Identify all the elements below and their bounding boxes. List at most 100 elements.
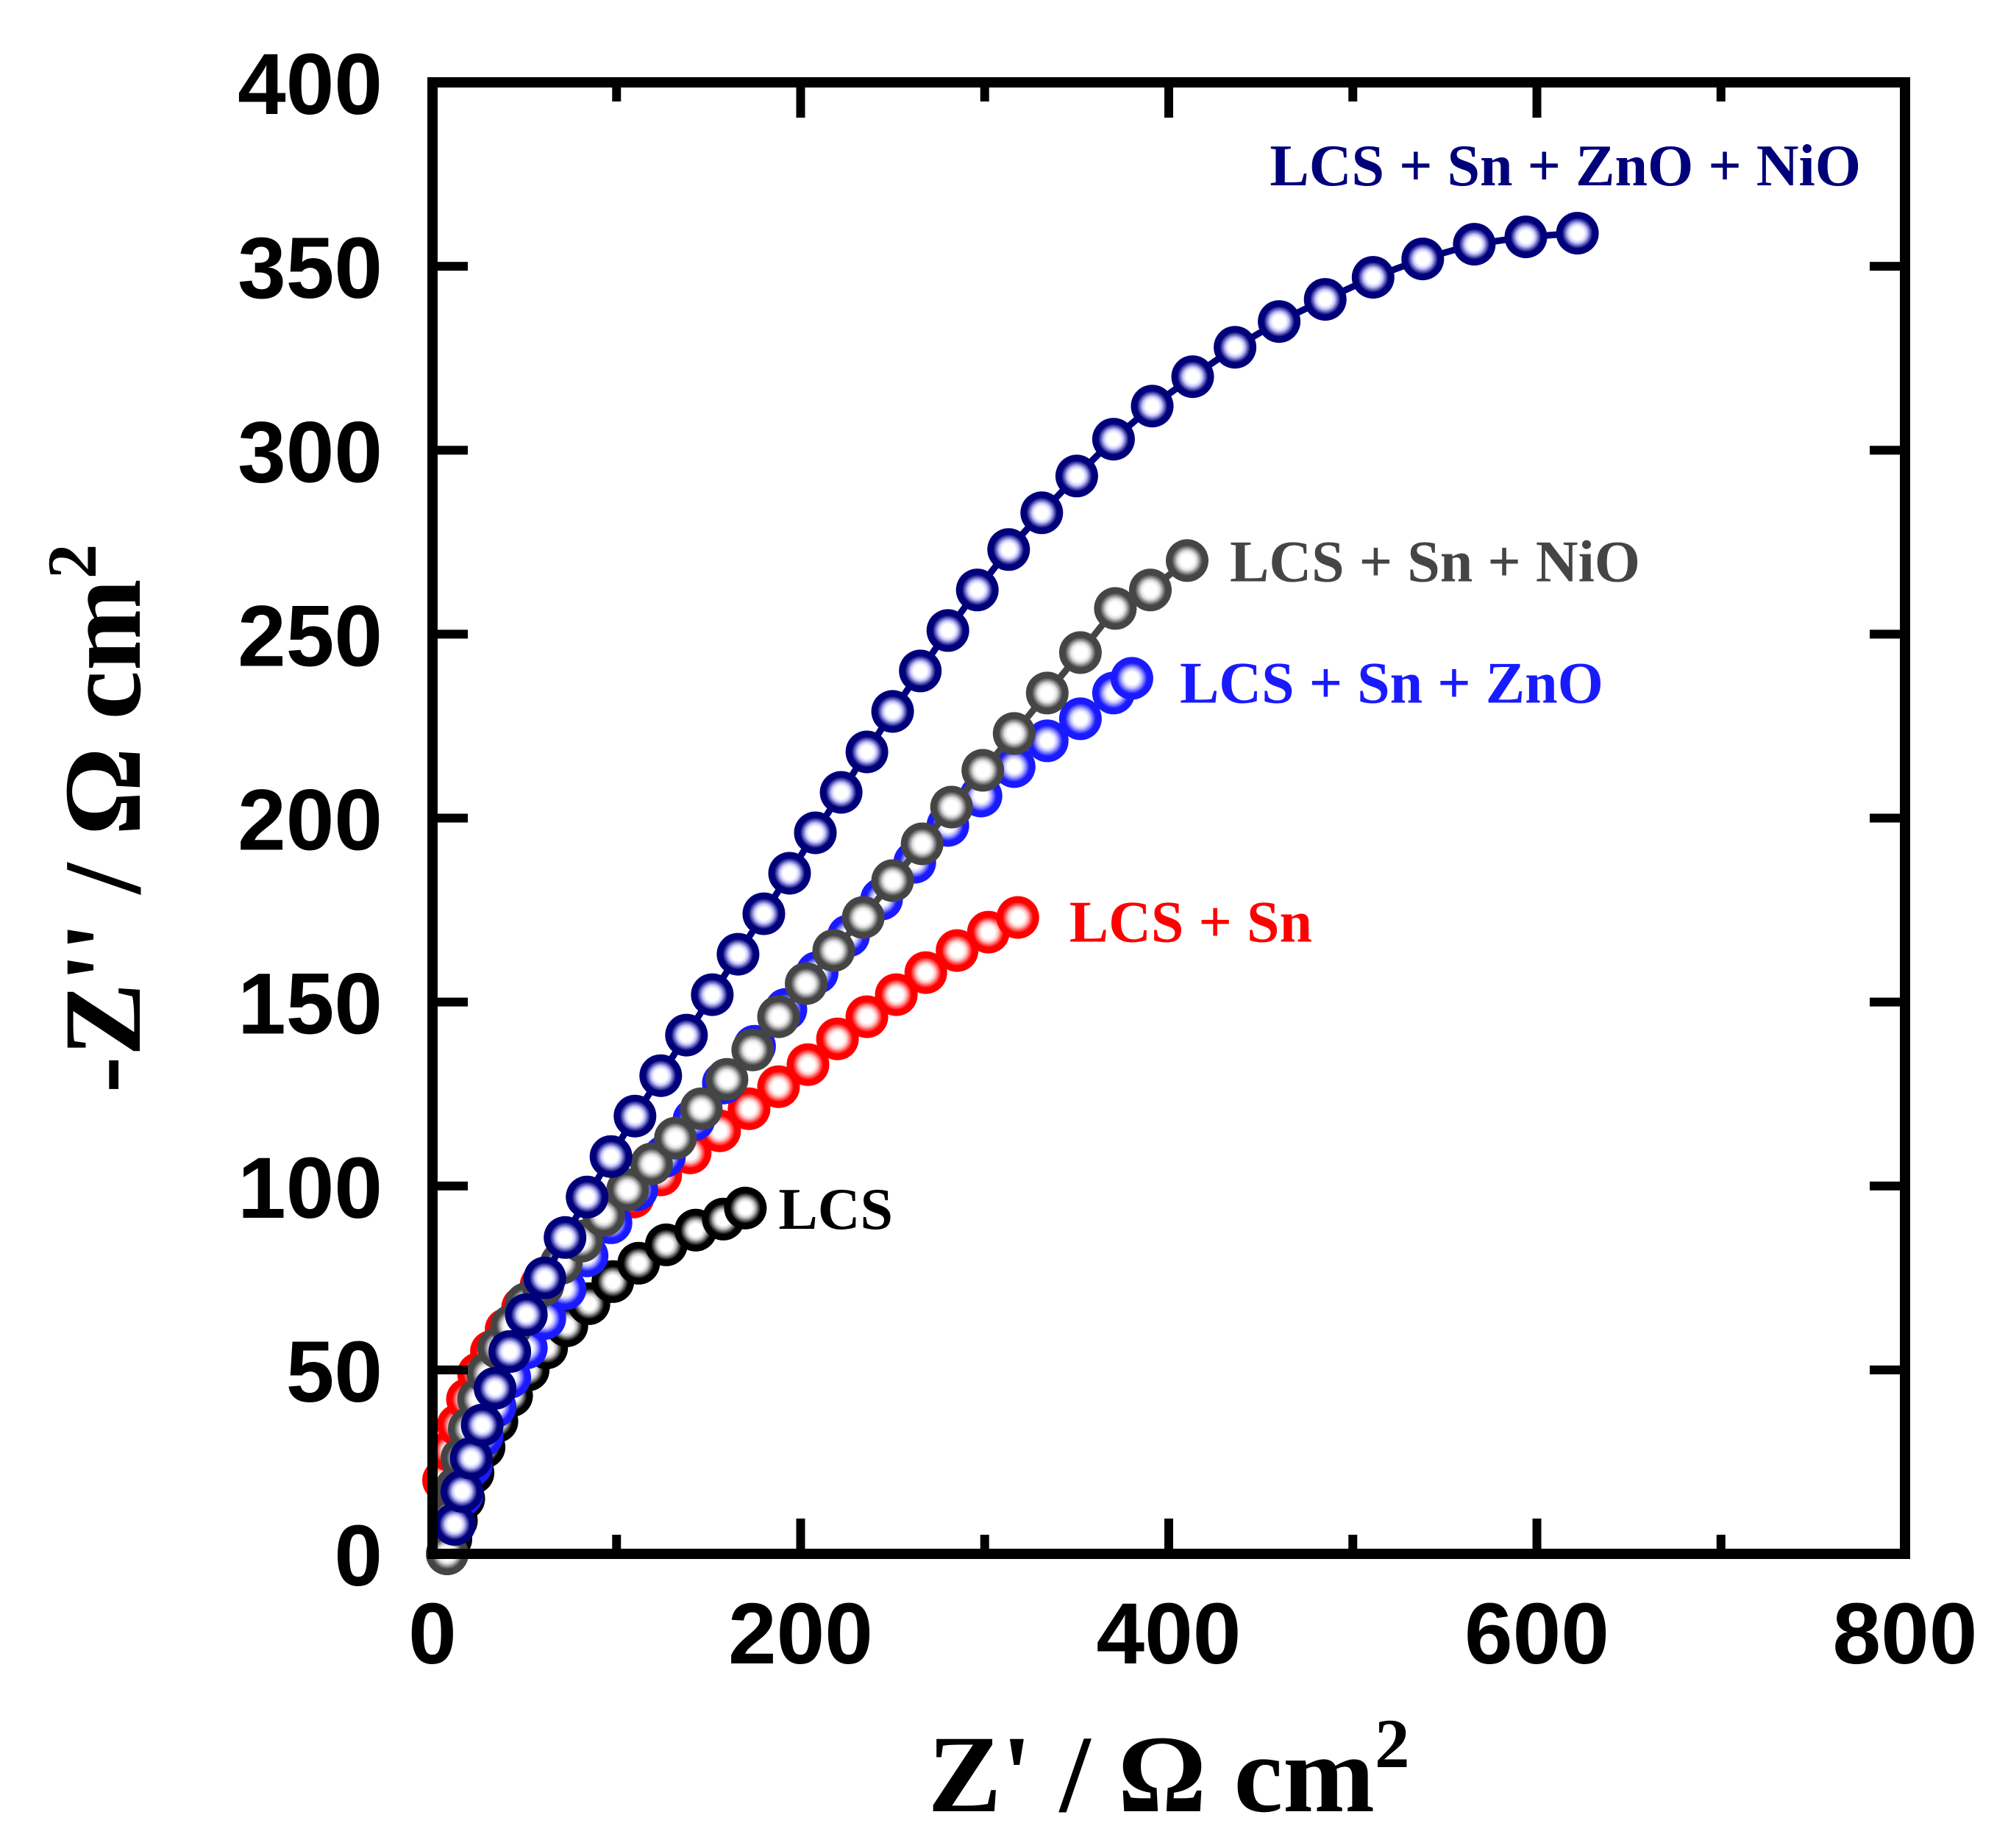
data-point-lcs xyxy=(724,1186,767,1230)
y-tick-label: 0 xyxy=(334,1508,382,1605)
series-label-lcs-sn: LCS + Sn xyxy=(1069,891,1312,955)
data-point-lcs-sn-zno-nio xyxy=(926,609,969,652)
data-point-lcs-sn-zno-nio xyxy=(955,568,999,612)
data-point-lcs-sn-zno-nio xyxy=(716,932,760,976)
data-point-lcs-sn xyxy=(996,896,1039,939)
data-point-lcs-sn-zno-nio xyxy=(845,730,889,774)
x-tick-label: 800 xyxy=(1833,1585,1978,1683)
data-point-lcs-sn-zno-nio xyxy=(1055,454,1098,498)
data-point-lcs-sn-zno-nio xyxy=(691,973,734,1016)
data-point-lcs-sn-nio xyxy=(654,1116,697,1160)
series-lcs-sn-zno-nio xyxy=(433,212,1599,1546)
data-point-lcs-sn-nio xyxy=(1094,587,1137,630)
data-point-lcs-sn-zno-nio xyxy=(613,1094,657,1138)
data-point-lcs-sn-zno-nio xyxy=(441,1470,483,1513)
data-point-lcs-sn-nio xyxy=(731,1028,775,1071)
data-point-lcs-sn xyxy=(816,1017,859,1060)
data-point-lcs-sn-nio xyxy=(961,749,1005,792)
data-point-lcs-sn-zno-nio xyxy=(1258,300,1301,343)
data-point-lcs-sn-zno-nio xyxy=(1020,491,1064,535)
data-point-lcs-sn-zno-nio xyxy=(433,1503,476,1546)
data-point-lcs-sn-zno-nio xyxy=(488,1330,532,1373)
data-point-lcs-sn-zno-nio xyxy=(987,528,1030,571)
data-point-lcs-sn-zno-nio xyxy=(1303,278,1347,321)
plot-frame xyxy=(427,77,1910,1559)
data-point-lcs-sn-zno-nio xyxy=(449,1436,493,1480)
data-point-lcs-sn xyxy=(757,1065,800,1108)
label-layer: 0 200 400 600 800 0 50 100 150 200 250 300 350 400 LCS… xyxy=(238,36,1977,1683)
data-point-lcs-sn-zno-nio xyxy=(871,690,914,733)
data-point-lcs-sn-nio xyxy=(1166,539,1208,582)
data-point-lcs-sn-zno-nio xyxy=(1131,385,1174,428)
x-tick-label: 600 xyxy=(1464,1585,1609,1683)
y-tick-label: 150 xyxy=(238,956,382,1053)
series-label-lcs-sn-zno-nio: LCS + Sn + ZnO + NiO xyxy=(1270,134,1861,199)
data-point-lcs-sn xyxy=(936,929,979,972)
data-point-lcs-sn-zno xyxy=(1110,657,1153,700)
y-tick-label: 400 xyxy=(238,36,382,133)
data-point-lcs-sn-zno-nio xyxy=(742,892,786,935)
data-point-lcs-sn-zno-nio xyxy=(523,1256,566,1299)
data-point-lcs-sn xyxy=(845,995,889,1038)
data-point-lcs-sn-zno-nio xyxy=(566,1175,609,1219)
data-point-lcs-sn-zno-nio xyxy=(1401,238,1445,281)
data-point-lcs-sn-nio xyxy=(900,822,944,866)
data-point-lcs-sn-zno-nio xyxy=(665,1013,708,1057)
data-point-lcs-sn-nio xyxy=(812,929,855,972)
data-point-lcs-sn-zno-nio xyxy=(1351,256,1395,299)
data-point-lcs-sn-zno-nio xyxy=(505,1293,548,1336)
x-tick-label: 200 xyxy=(728,1585,873,1683)
data-point-lcs-sn-nio xyxy=(841,896,885,939)
data-point-lcs-sn-zno-nio xyxy=(639,1054,683,1097)
y-axis-title-text: -Z'' / Ω cm xyxy=(42,579,164,1093)
data-point-lcs-sn-nio xyxy=(1025,671,1069,715)
data-point-lcs-sn-zno-nio xyxy=(819,771,863,814)
data-point-lcs-sn-zno xyxy=(992,745,1036,788)
data-point-lcs-sn-zno-nio xyxy=(474,1366,517,1410)
y-axis-title: -Z'' / Ω cm2 xyxy=(33,544,164,1094)
data-point-lcs-sn-nio xyxy=(1058,631,1102,674)
data-point-lcs-sn-zno-nio xyxy=(1556,212,1599,255)
data-point-lcs-sn-nio xyxy=(680,1087,723,1130)
data-point-lcs-sn-zno-nio xyxy=(1092,418,1135,461)
y-tick-label: 300 xyxy=(238,404,382,501)
series-label-lcs-sn-zno: LCS + Sn + ZnO xyxy=(1180,651,1603,716)
tick-layer xyxy=(428,78,1909,1558)
data-point-lcs-sn xyxy=(786,1043,830,1086)
data-point-lcs-sn-zno-nio xyxy=(589,1135,633,1178)
data-point-lcs-sn-zno-nio xyxy=(544,1216,587,1259)
y-tick-label: 200 xyxy=(238,772,382,869)
data-point-lcs-sn-zno-nio xyxy=(460,1403,504,1446)
x-axis-title-text: Z' / Ω cm xyxy=(928,1713,1375,1835)
data-point-lcs-sn-nio xyxy=(705,1057,749,1101)
y-tick-label: 250 xyxy=(238,588,382,685)
series-layer xyxy=(422,212,1599,1575)
data-point-lcs-sn-zno-nio xyxy=(1171,355,1214,399)
series-line-lcs-sn-zno-nio xyxy=(451,229,1578,1525)
y-tick-label: 350 xyxy=(238,220,382,317)
data-point-lcs-sn-nio xyxy=(785,962,827,1005)
x-axis-title-superscript: 2 xyxy=(1375,1705,1410,1783)
series-label-lcs: LCS xyxy=(778,1177,893,1242)
y-tick-label: 100 xyxy=(238,1140,382,1237)
data-point-lcs-sn xyxy=(904,951,947,994)
data-point-lcs-sn-zno-nio xyxy=(1504,215,1548,259)
data-point-lcs-sn-nio xyxy=(930,785,973,829)
data-point-lcs-sn-nio xyxy=(757,995,800,1038)
x-tick-label: 0 xyxy=(408,1585,457,1683)
data-point-lcs-sn-zno xyxy=(1025,719,1069,763)
y-axis-title-superscript: 2 xyxy=(33,544,111,579)
x-axis-title: Z' / Ω cm2 xyxy=(928,1705,1409,1835)
data-point-lcs-sn-zno-nio xyxy=(1453,223,1496,266)
data-point-lcs-sn-zno xyxy=(1058,697,1102,741)
series-label-lcs-sn-nio: LCS + Sn + NiO xyxy=(1230,529,1640,594)
data-point-lcs-sn-zno-nio xyxy=(899,649,942,693)
data-point-lcs-sn-zno-nio xyxy=(794,811,837,855)
data-point-lcs-sn-zno-nio xyxy=(768,852,811,895)
data-point-lcs-sn-nio xyxy=(1129,568,1172,612)
y-tick-label: 50 xyxy=(286,1324,382,1421)
data-point-lcs-sn-zno-nio xyxy=(1214,326,1257,369)
x-tick-label: 400 xyxy=(1097,1585,1242,1683)
data-point-lcs-sn-nio xyxy=(992,712,1036,755)
